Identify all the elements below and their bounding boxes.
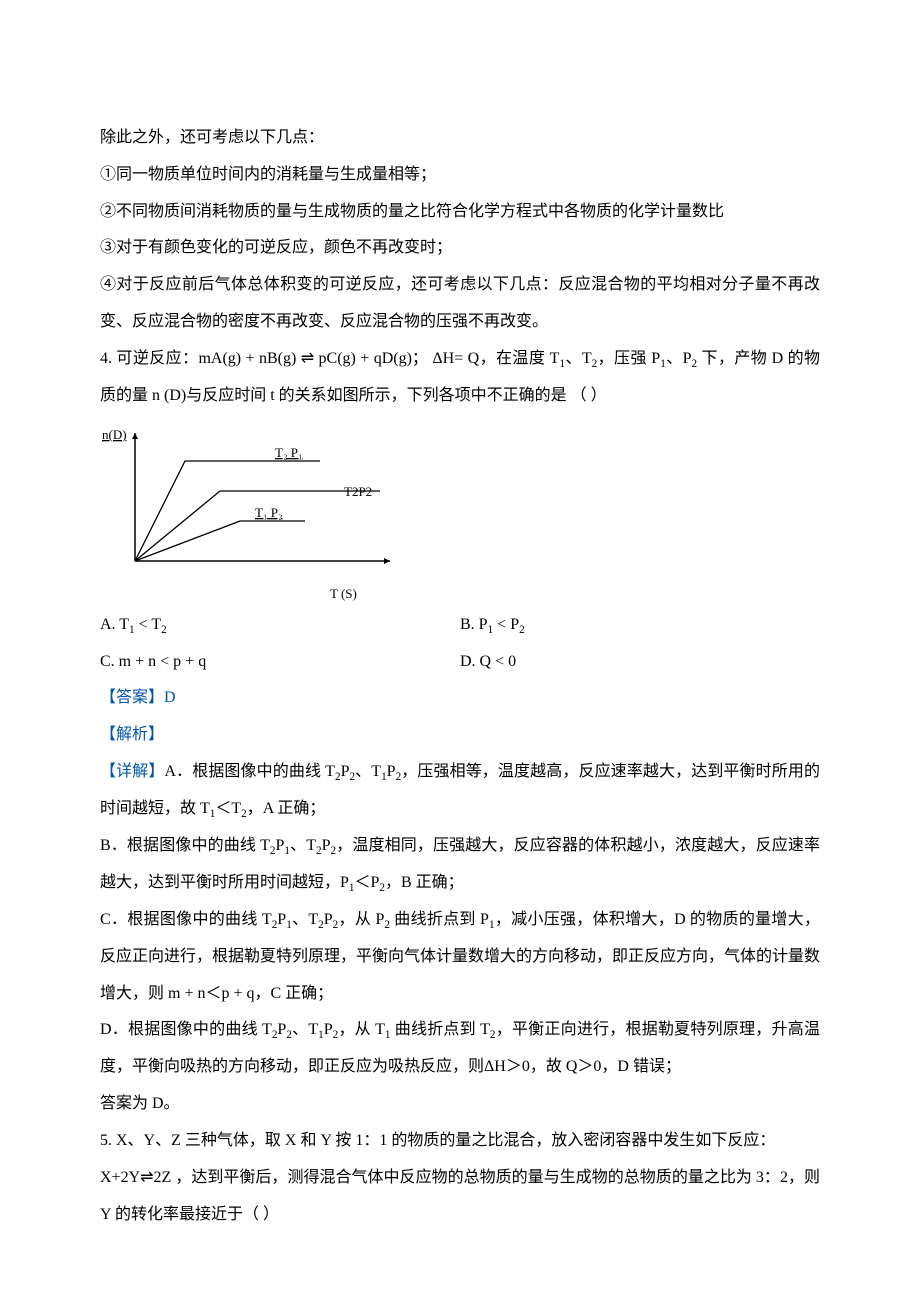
line-chart-svg: n(D) T₂ P₁ T2P2 T₁ P₂ [100,421,410,581]
text: P [322,837,331,854]
text: 、T [355,763,381,780]
answer-label: 【答案】 [100,689,164,706]
text: P [277,911,286,928]
answer-line: 【答案】D [100,680,820,717]
final-answer: 答案为 D。 [100,1086,820,1123]
text: 、P [666,350,692,367]
text: B．根据图像中的曲线 T [100,837,270,854]
text: P [277,1021,286,1038]
detail-d: D．根据图像中的曲线 T2P2、T1P2，从 T1 曲线折点到 T2，平衡正向进… [100,1012,820,1086]
detail-b: B．根据图像中的曲线 T2P1、T2P2，温度相同，压强越大，反应容器的体积越小… [100,828,820,902]
text: 、T [292,911,318,928]
svg-text:T₁ P₂: T₁ P₂ [255,505,283,520]
text: P [387,763,396,780]
text: ，B 正确； [385,874,464,891]
text: ＜P [355,874,380,891]
paragraph: ④对于反应前后气体总体积变的可逆反应，还可考虑以下几点：反应混合物的平均相对分子… [100,267,820,341]
text: A. T [100,616,129,633]
option-d: D. Q < 0 [460,644,820,681]
svg-text:T₂ P₁: T₂ P₁ [275,445,303,460]
text: 、T [565,350,592,367]
answer-value: D [164,689,176,706]
detail-a: 【详解】A．根据图像中的曲线 T2P2、T1P2，压强相等，温度越高，反应速率越… [100,754,820,828]
text: ＜T [215,800,241,817]
chart-figure: n(D) T₂ P₁ T2P2 T₁ P₂ T (S) [100,421,820,603]
analysis-label: 【解析】 [100,717,820,754]
text: P [324,911,333,928]
text: ，A 正确； [247,800,326,817]
text: < T [135,616,162,633]
text: < P [493,616,519,633]
option-c: C. m + n < p + q [100,644,460,681]
q5-line2: X+2Y⇌2Z ，达到平衡后，测得混合气体中反应物的总物质的量与生成物的总物质的… [100,1160,820,1234]
subscript: 2 [519,624,525,636]
paragraph: 除此之外，还可考虑以下几点： [100,120,820,157]
q4-stem: 4. 可逆反应：mA(g) + nB(g) ⇌ pC(g) + qD(g)； Δ… [100,341,820,415]
text: B. P [460,616,488,633]
detail-label: 【详解】 [100,763,164,780]
text: A．根据图像中的曲线 T [164,763,335,780]
text: 、T [292,1021,318,1038]
text: ，从 P [338,911,384,928]
option-b: B. P1 < P2 [460,607,820,644]
text: 4. 可逆反应：mA(g) + nB(g) ⇌ pC(g) + qD(g)； Δ… [100,350,559,367]
paragraph: ①同一物质单位时间内的消耗量与生成量相等； [100,157,820,194]
text: 曲线折点到 T [391,1021,490,1038]
text: ，压强 P [597,350,660,367]
text: 曲线折点到 P [390,911,489,928]
option-a: A. T1 < T2 [100,607,460,644]
svg-text:T2P2: T2P2 [344,484,372,499]
text: P [324,1021,333,1038]
text: C．根据图像中的曲线 T [100,911,272,928]
q4-options: A. T1 < T2 B. P1 < P2 C. m + n < p + q D… [100,607,820,681]
chart-x-label: T (S) [330,585,820,603]
paragraph: ②不同物质间消耗物质的量与生成物质的量之比符合化学方程式中各物质的化学计量数比 [100,194,820,231]
detail-c: C．根据图像中的曲线 T2P1、T2P2，从 P2 曲线折点到 P1，减小压强，… [100,902,820,1013]
document-page: 除此之外，还可考虑以下几点： ①同一物质单位时间内的消耗量与生成量相等； ②不同… [0,0,920,1313]
text: 、T [290,837,316,854]
q5-line1: 5. X、Y、Z 三种气体，取 X 和 Y 按 1：1 的物质的量之比混合，放入… [100,1123,820,1160]
subscript: 2 [161,624,167,636]
text: D．根据图像中的曲线 T [100,1021,272,1038]
svg-text:n(D): n(D) [102,427,127,442]
paragraph: ③对于有颜色变化的可逆反应，颜色不再改变时； [100,230,820,267]
text: ，从 T [338,1021,385,1038]
